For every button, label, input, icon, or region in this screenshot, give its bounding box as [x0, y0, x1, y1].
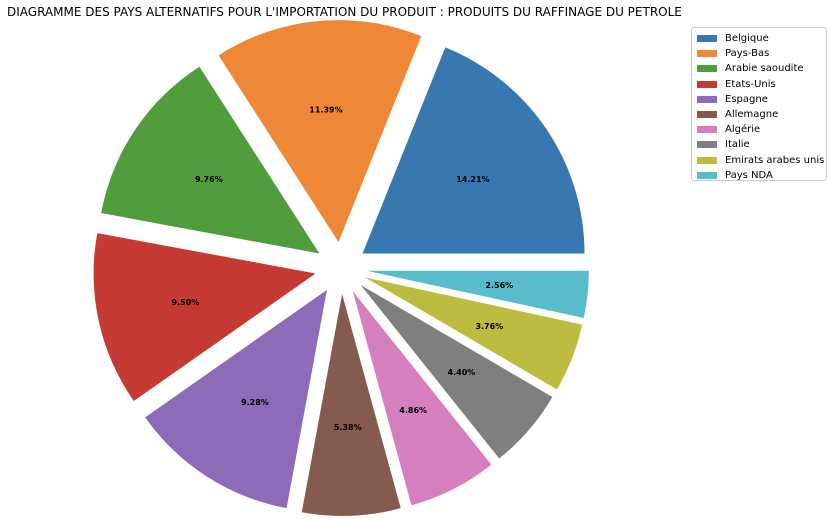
- pie-slice-3: [93, 233, 316, 401]
- legend-label-9: Pays NDA: [725, 169, 773, 181]
- pie-slice-label-4: 9.28%: [241, 398, 269, 407]
- pie-slice-9: [366, 270, 589, 318]
- legend-item-8: Emirats arabes unis: [697, 153, 826, 168]
- legend-item-1: Pays-Bas: [697, 46, 826, 61]
- legend-item-5: Allemagne: [697, 107, 826, 122]
- legend-swatch-6: [697, 126, 717, 134]
- legend-label-3: Etats-Unis: [725, 78, 776, 90]
- chart-title: DIAGRAMME DES PAYS ALTERNATIFS POUR L'IM…: [7, 5, 682, 19]
- pie-slice-label-0: 14.21%: [456, 175, 489, 184]
- legend-item-9: Pays NDA: [697, 168, 826, 183]
- legend-swatch-8: [697, 156, 717, 164]
- legend-item-6: Algérie: [697, 122, 826, 137]
- pie-slice-8: [365, 277, 583, 390]
- pie-slice-label-1: 11.39%: [309, 106, 342, 115]
- legend-label-5: Allemagne: [725, 109, 779, 121]
- pie-slice-2: [101, 66, 320, 254]
- legend-label-1: Pays-Bas: [725, 48, 770, 60]
- legend-swatch-9: [697, 171, 717, 179]
- legend-swatch-7: [697, 141, 717, 149]
- pie-slice-6: [352, 291, 492, 506]
- legend-swatch-1: [697, 50, 717, 58]
- legend-swatch-5: [697, 111, 717, 119]
- pie-slice-label-6: 4.86%: [399, 406, 427, 415]
- pie-slice-label-2: 9.76%: [195, 175, 223, 184]
- pie-slice-0: [362, 47, 585, 254]
- legend-swatch-4: [697, 95, 717, 103]
- legend-item-3: Etats-Unis: [697, 77, 826, 92]
- legend-swatch-2: [697, 65, 717, 73]
- legend-item-0: Belgique: [697, 31, 826, 46]
- pie-slice-label-7: 4.40%: [448, 368, 476, 377]
- legend-item-7: Italie: [697, 137, 826, 152]
- legend-label-2: Arabie saoudite: [725, 63, 804, 75]
- legend-item-4: Espagne: [697, 92, 826, 107]
- legend-label-7: Italie: [725, 139, 750, 151]
- pie-slice-7: [360, 285, 553, 459]
- legend-label-0: Belgique: [725, 33, 769, 45]
- pie-slice-label-8: 3.76%: [475, 322, 503, 331]
- pie-slice-label-3: 9.50%: [172, 298, 200, 307]
- pie-slice-4: [145, 289, 327, 509]
- legend-label-4: Espagne: [725, 93, 768, 105]
- pie-slice-5: [301, 293, 401, 516]
- legend-swatch-3: [697, 80, 717, 88]
- pie-slice-1: [218, 20, 422, 243]
- legend-swatch-0: [697, 35, 717, 43]
- legend-label-8: Emirats arabes unis: [725, 154, 825, 166]
- pie-slice-label-9: 2.56%: [485, 281, 513, 290]
- legend: Belgique Pays-Bas Arabie saoudite Etats-Uni…: [691, 27, 827, 181]
- pie-slice-label-5: 5.38%: [334, 423, 362, 432]
- legend-label-6: Algérie: [725, 124, 761, 136]
- legend-item-2: Arabie saoudite: [697, 61, 826, 76]
